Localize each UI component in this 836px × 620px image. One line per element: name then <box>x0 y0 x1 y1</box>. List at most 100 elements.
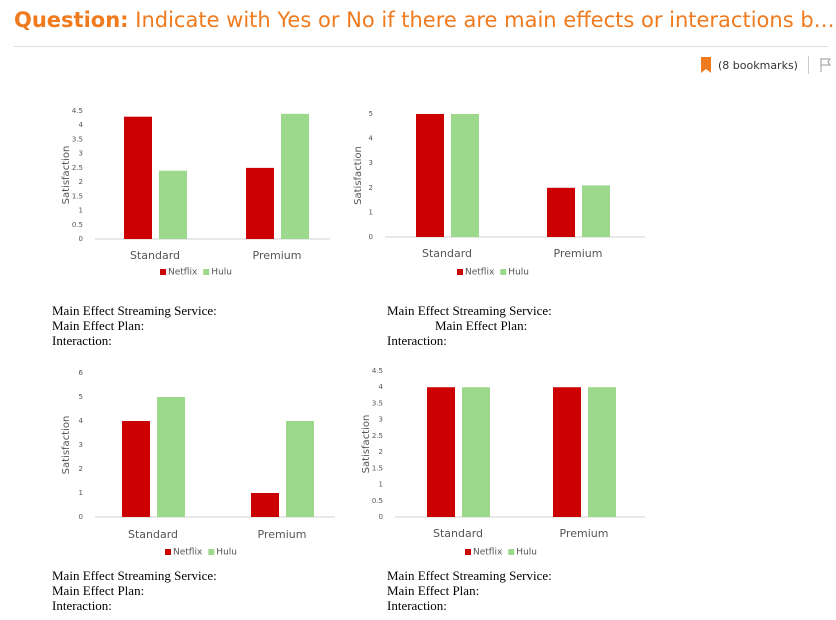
y-tick-label: 4.5 <box>372 367 383 375</box>
legend-swatch <box>508 549 515 555</box>
question-label: Question: <box>14 8 129 32</box>
y-tick-label: 0 <box>79 513 83 521</box>
x-tick-label: Premium <box>554 247 603 260</box>
y-tick-label: 3 <box>79 150 83 158</box>
y-tick-label: 1.5 <box>372 464 383 472</box>
bar <box>547 187 575 237</box>
legend-swatch <box>208 549 215 555</box>
prompt-line: Main Effect Streaming Service: <box>387 568 552 583</box>
x-tick-label: Premium <box>258 528 307 541</box>
y-tick-label: 4 <box>369 135 374 143</box>
y-tick-label: 3.5 <box>372 399 383 407</box>
y-tick-label: 0 <box>369 233 373 241</box>
y-tick-label: 0.5 <box>72 221 83 229</box>
y-tick-label: 1.5 <box>72 192 83 200</box>
bar <box>159 170 187 239</box>
legend-swatch <box>500 269 507 275</box>
y-tick-label: 4 <box>79 417 84 425</box>
legend-label: Netflix <box>465 268 495 278</box>
y-tick-label: 1 <box>79 489 83 497</box>
legend-swatch <box>457 269 463 275</box>
y-tick-label: 1 <box>379 481 383 489</box>
question-text: Indicate with Yes or No if there are mai… <box>135 8 835 32</box>
legend-label: Hulu <box>516 548 537 558</box>
legend-swatch <box>465 549 471 555</box>
y-tick-label: 2 <box>379 448 383 456</box>
bar <box>286 421 314 517</box>
x-tick-label: Premium <box>253 249 302 262</box>
prompt-line: Interaction: <box>52 598 112 613</box>
bookmark-bar: (8 bookmarks) <box>700 56 833 74</box>
bar <box>416 114 444 237</box>
legend-label: Netflix <box>173 548 203 558</box>
x-tick-label: Standard <box>130 249 180 262</box>
legend-label: Netflix <box>168 268 198 278</box>
bar <box>451 114 479 237</box>
bookmark-count[interactable]: (8 bookmarks) <box>718 58 798 72</box>
y-axis-label: Satisfaction <box>353 146 364 205</box>
y-tick-label: 2 <box>79 178 83 186</box>
divider <box>14 46 828 47</box>
bar <box>553 387 581 517</box>
bar <box>251 493 279 517</box>
bar <box>588 387 616 517</box>
y-tick-label: 3 <box>79 441 83 449</box>
bar <box>582 185 610 237</box>
y-axis-label: Satisfaction <box>61 146 72 205</box>
y-tick-label: 4 <box>79 121 84 129</box>
y-tick-label: 2.5 <box>372 432 383 440</box>
y-tick-label: 6 <box>79 369 84 377</box>
prompt-line: Interaction: <box>387 598 447 613</box>
y-tick-label: 0.5 <box>372 497 383 505</box>
legend-label: Hulu <box>216 548 237 558</box>
question: Question: Indicate with Yes or No if the… <box>14 8 835 32</box>
y-axis-label: Satisfaction <box>361 415 372 474</box>
bar <box>281 113 309 239</box>
prompt-line: Main Effect Streaming Service: <box>52 303 217 318</box>
legend-label: Hulu <box>211 268 232 278</box>
prompt-line: Main Effect Plan: <box>387 583 480 598</box>
legend-swatch <box>203 269 210 275</box>
separator <box>807 56 809 74</box>
y-tick-label: 4 <box>379 383 384 391</box>
flag-icon[interactable] <box>819 57 833 73</box>
bar <box>124 116 152 239</box>
prompt-line: Main Effect Plan: <box>52 318 145 333</box>
bar <box>427 387 455 517</box>
prompt-line: Interaction: <box>52 333 112 348</box>
legend-swatch <box>160 269 166 275</box>
y-tick-label: 0 <box>79 235 83 243</box>
y-tick-label: 0 <box>379 513 383 521</box>
bar <box>157 397 185 517</box>
bar <box>246 167 274 239</box>
prompt-line: Main Effect Plan: <box>435 318 528 333</box>
bar <box>462 387 490 517</box>
y-axis-label: Satisfaction <box>61 416 72 475</box>
y-tick-label: 2.5 <box>72 164 83 172</box>
prompt-line: Interaction: <box>387 333 447 348</box>
y-tick-label: 3.5 <box>72 135 83 143</box>
x-tick-label: Standard <box>422 247 472 260</box>
prompt-line: Main Effect Streaming Service: <box>52 568 217 583</box>
y-tick-label: 3 <box>379 416 383 424</box>
y-tick-label: 2 <box>79 465 83 473</box>
y-tick-label: 1 <box>79 207 83 215</box>
legend-swatch <box>165 549 171 555</box>
x-tick-label: Standard <box>433 527 483 540</box>
prompt-line: Main Effect Plan: <box>52 583 145 598</box>
x-tick-label: Premium <box>560 527 609 540</box>
legend-label: Hulu <box>508 268 529 278</box>
y-tick-label: 4.5 <box>72 107 83 115</box>
x-tick-label: Standard <box>128 528 178 541</box>
prompt-line: Main Effect Streaming Service: <box>387 303 552 318</box>
y-tick-label: 5 <box>369 110 373 118</box>
y-tick-label: 3 <box>369 159 373 167</box>
y-tick-label: 1 <box>369 208 373 216</box>
legend-label: Netflix <box>473 548 503 558</box>
y-tick-label: 2 <box>369 184 373 192</box>
bar <box>122 421 150 517</box>
bookmark-icon[interactable] <box>700 57 712 73</box>
y-tick-label: 5 <box>79 393 83 401</box>
